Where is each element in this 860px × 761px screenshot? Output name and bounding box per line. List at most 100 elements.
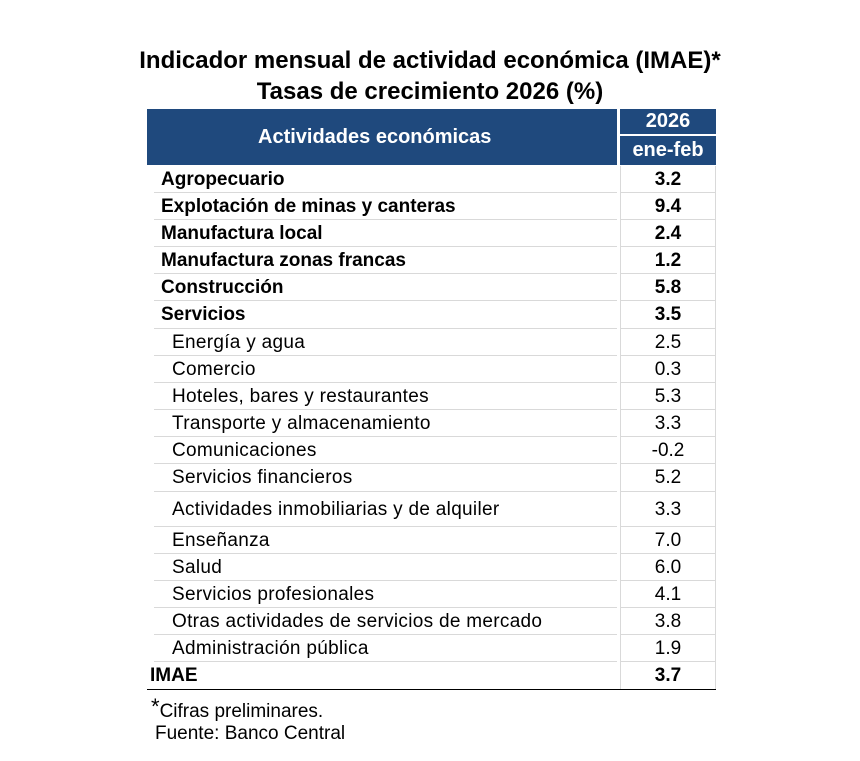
row-divider: [154, 409, 617, 410]
row-value: -0.2: [651, 439, 685, 461]
footnote-preliminary: *Cifras preliminares.: [151, 694, 324, 723]
row-divider: [154, 355, 617, 356]
row-value: 5.8: [654, 276, 682, 298]
row-label: Explotación de minas y canteras: [161, 195, 456, 217]
row-label: Comercio: [172, 358, 256, 380]
row-divider: [620, 491, 716, 492]
row-divider: [620, 300, 716, 301]
table-row: Actividades inmobiliarias y de alquiler …: [147, 492, 716, 527]
row-divider: [620, 409, 716, 410]
row-divider: [154, 661, 617, 662]
footnote-star: *: [151, 694, 160, 719]
table-row: Enseñanza 7.0: [147, 527, 716, 554]
row-label: Servicios: [161, 304, 246, 325]
row-value: 2.4: [654, 222, 682, 244]
row-label: Construcción: [161, 276, 284, 298]
row-divider: [620, 192, 716, 193]
row-divider: [154, 192, 617, 193]
header-period: ene-feb: [620, 136, 716, 165]
row-divider: [620, 436, 716, 437]
row-divider: [154, 634, 617, 635]
table-row: Salud 6.0: [147, 554, 716, 581]
row-label: Enseñanza: [172, 529, 270, 551]
header-year: 2026: [620, 109, 716, 134]
row-label: Agropecuario: [161, 168, 285, 190]
row-value: 5.2: [654, 467, 682, 488]
row-value: 7.0: [654, 529, 682, 551]
table-row: Comunicaciones -0.2: [147, 437, 716, 464]
row-value: 4.1: [654, 583, 682, 605]
row-value: 0.3: [654, 358, 682, 380]
table-row: Manufactura local 2.4: [147, 220, 716, 247]
row-divider: [620, 328, 716, 329]
table-row: Administración pública 1.9: [147, 635, 716, 662]
row-value: 9.4: [654, 195, 682, 217]
row-label: IMAE: [150, 664, 198, 686]
row-divider: [620, 634, 716, 635]
header-activities-label: Actividades económicas: [258, 125, 492, 148]
row-divider: [154, 580, 617, 581]
table-row: Energía y agua 2.5: [147, 329, 716, 356]
table-row: Servicios 3.5: [147, 301, 716, 329]
row-label: Servicios profesionales: [172, 583, 375, 605]
row-divider: [620, 607, 716, 608]
row-divider: [620, 661, 716, 662]
row-divider: [154, 491, 617, 492]
table-row-total: IMAE 3.7: [147, 662, 716, 689]
row-label: Manufactura zonas francas: [161, 249, 406, 271]
row-divider: [154, 328, 617, 329]
table-row: Explotación de minas y canteras 9.4: [147, 193, 716, 220]
row-divider: [620, 553, 716, 554]
row-divider: [620, 463, 716, 464]
row-label: Hoteles, bares y restaurantes: [172, 385, 429, 407]
row-divider: [154, 300, 617, 301]
row-value: 2.5: [654, 331, 682, 353]
row-divider: [620, 580, 716, 581]
row-label: Salud: [172, 556, 223, 578]
row-divider: [154, 436, 617, 437]
row-value: 3.7: [654, 664, 682, 686]
table-row: Servicios profesionales 4.1: [147, 581, 716, 608]
row-value: 3.2: [654, 168, 682, 190]
row-value: 6.0: [654, 556, 682, 578]
table-row: Manufactura zonas francas 1.2: [147, 247, 716, 274]
row-label: Otras actividades de servicios de mercad…: [172, 610, 543, 632]
row-divider: [620, 526, 716, 527]
row-value: 3.3: [654, 498, 682, 520]
row-label: Manufactura local: [161, 222, 323, 244]
row-divider: [154, 553, 617, 554]
row-divider: [154, 219, 617, 220]
table-row: Agropecuario 3.2: [147, 166, 716, 193]
row-divider: [154, 526, 617, 527]
row-label: Actividades inmobiliarias y de alquiler: [172, 498, 500, 520]
table-row: Construcción 5.8: [147, 274, 716, 301]
table-row: Comercio 0.3: [147, 356, 716, 383]
row-divider: [154, 463, 617, 464]
header-activities: Actividades económicas: [147, 109, 617, 165]
row-value: 1.2: [654, 249, 682, 271]
row-divider: [154, 382, 617, 383]
row-value: 1.9: [654, 637, 682, 659]
row-divider: [620, 355, 716, 356]
row-label: Transporte y almacenamiento: [172, 412, 431, 434]
row-value: 3.3: [654, 412, 682, 434]
table-row: Otras actividades de servicios de mercad…: [147, 608, 716, 635]
footnote-preliminary-text: Cifras preliminares.: [159, 701, 324, 722]
table-title: Indicador mensual de actividad económica…: [139, 47, 721, 74]
row-value: 5.3: [654, 385, 682, 407]
value-column: [620, 166, 716, 689]
row-label: Comunicaciones: [172, 439, 317, 461]
row-value: 3.5: [654, 304, 682, 325]
table-row: Hoteles, bares y restaurantes 5.3: [147, 383, 716, 410]
row-label: Energía y agua: [172, 331, 306, 353]
footnote-source: Fuente: Banco Central: [155, 723, 346, 744]
table-bottom-rule: [147, 689, 716, 690]
row-divider: [620, 382, 716, 383]
row-divider: [154, 273, 617, 274]
row-label: Administración pública: [172, 637, 369, 659]
table-row: Transporte y almacenamiento 3.3: [147, 410, 716, 437]
row-label: Servicios financieros: [172, 467, 353, 488]
row-divider: [620, 219, 716, 220]
row-divider: [620, 246, 716, 247]
row-value: 3.8: [654, 610, 682, 632]
